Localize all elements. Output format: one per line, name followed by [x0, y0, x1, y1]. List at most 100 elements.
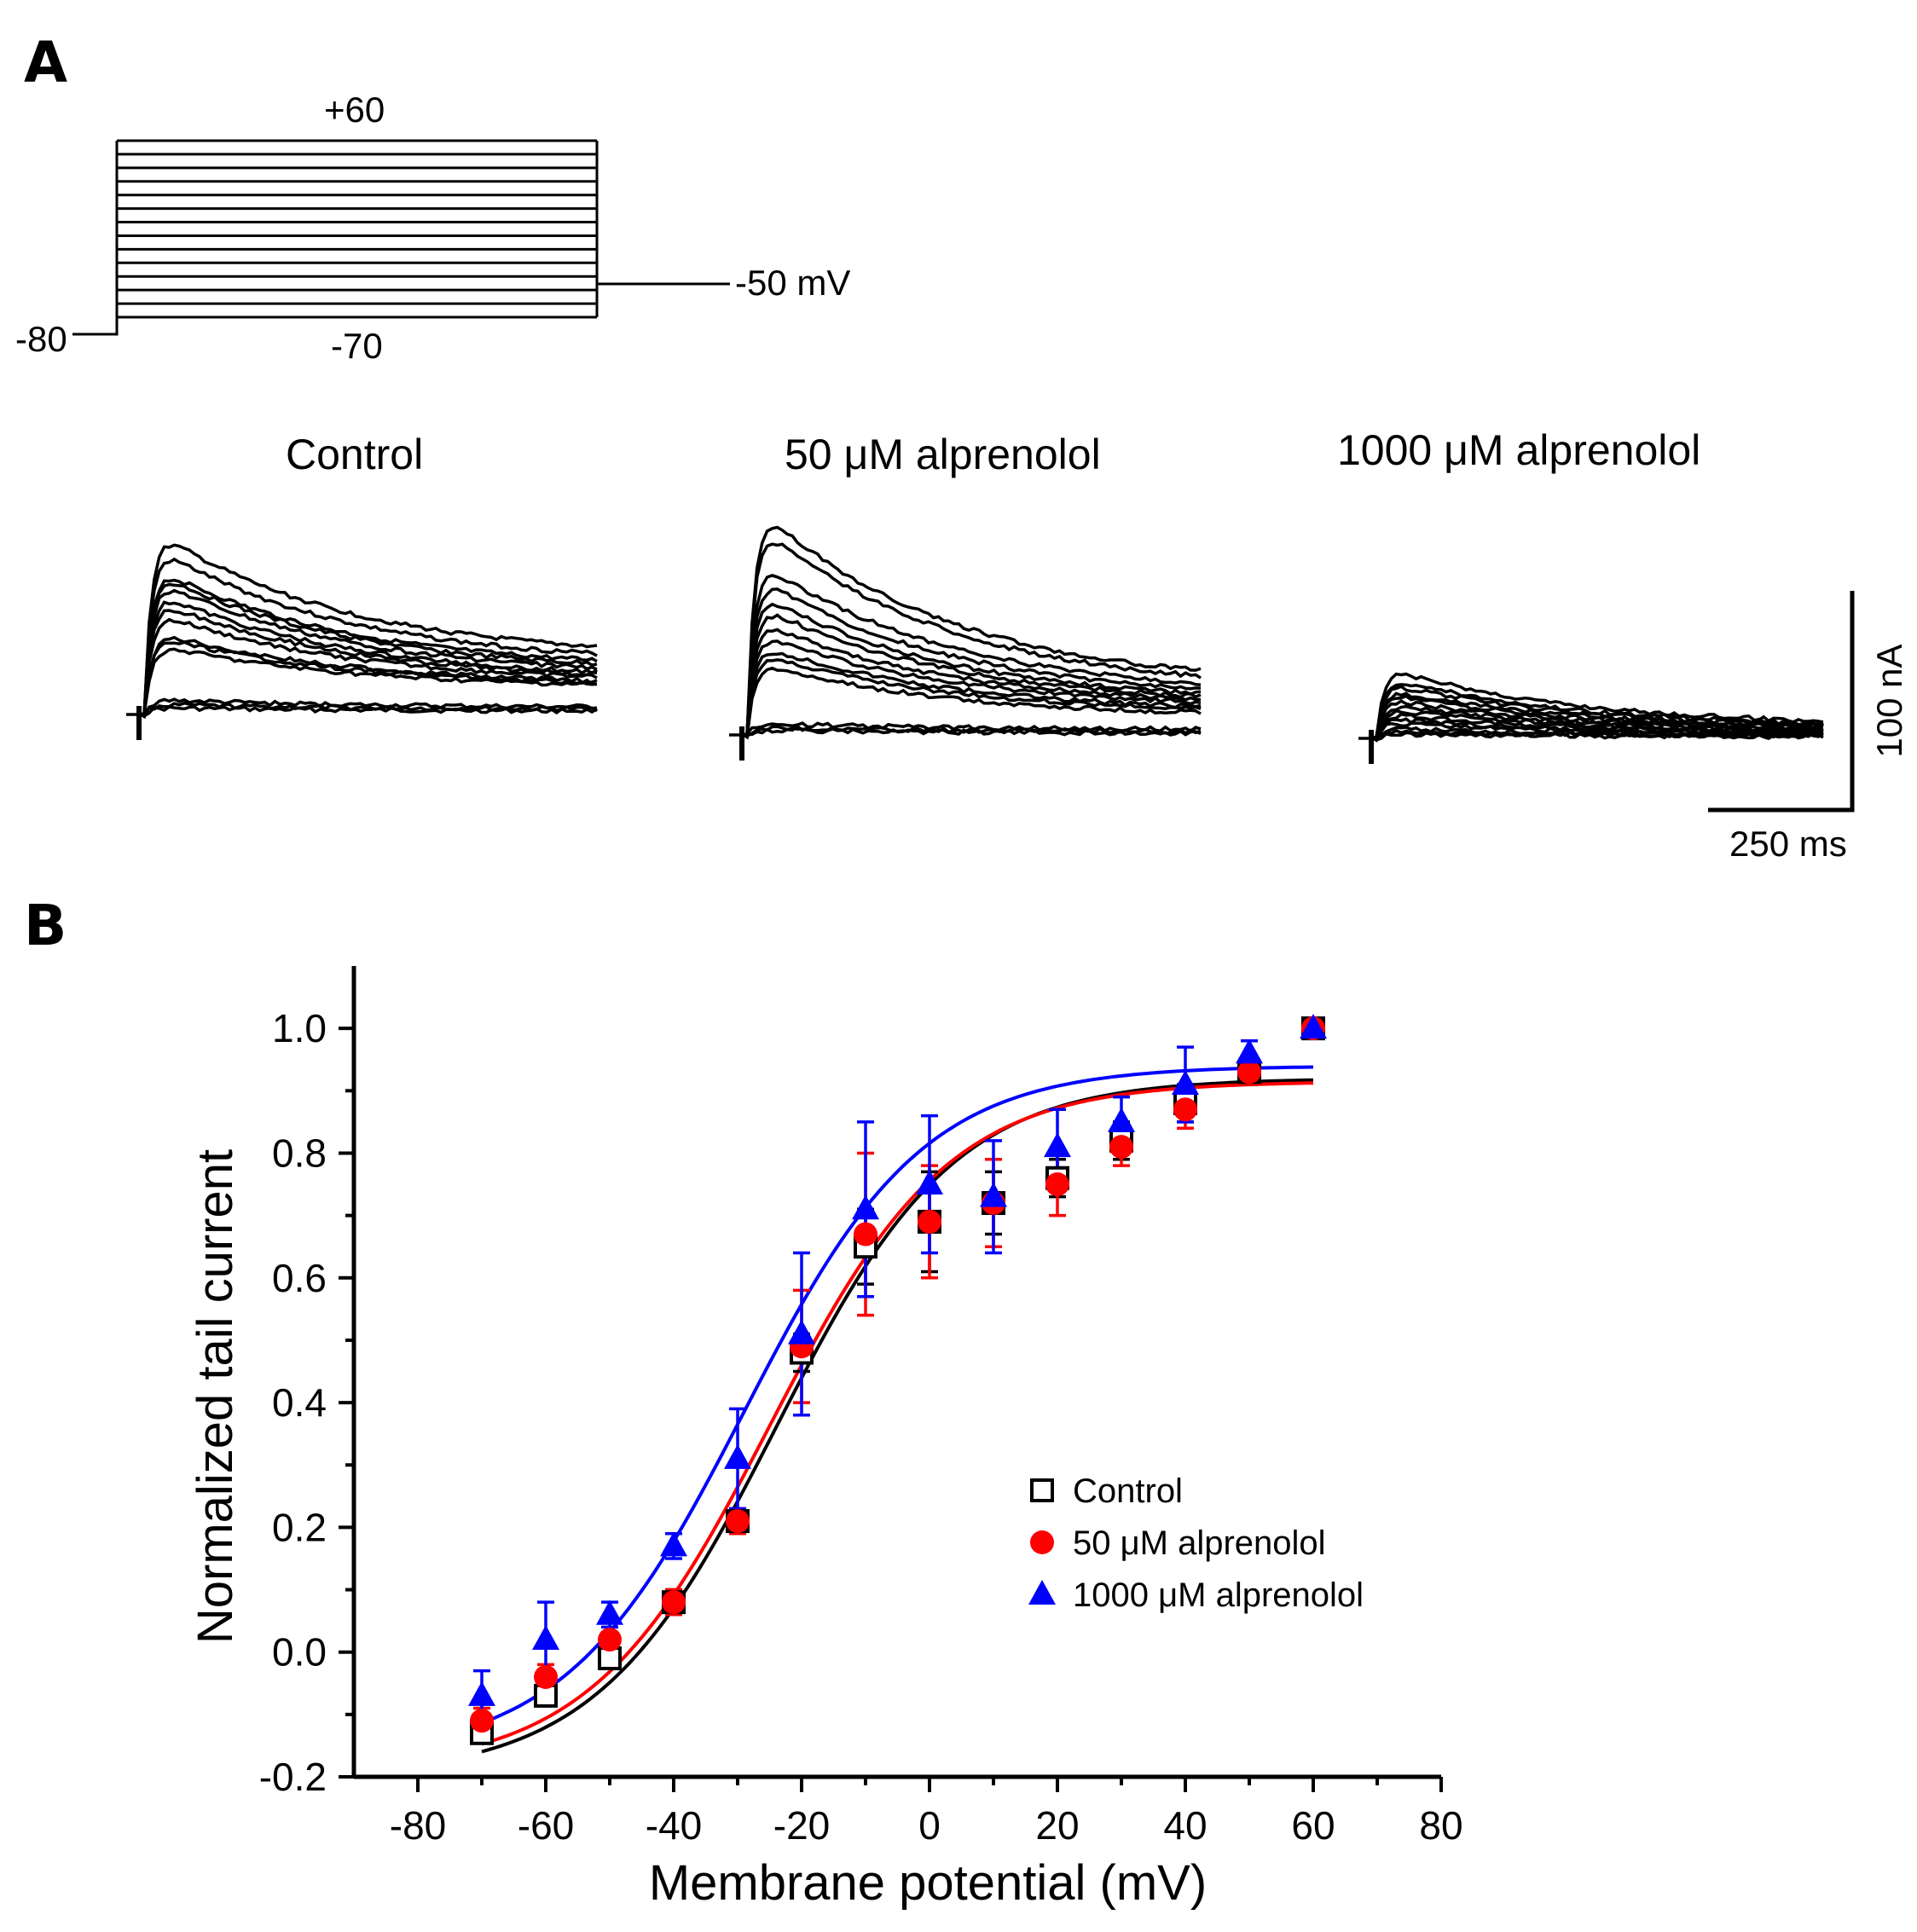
- current-trace: [743, 587, 1202, 737]
- current-trace: [140, 582, 598, 717]
- y-tick-label: 0.8: [272, 1131, 327, 1175]
- data-point: [724, 1443, 751, 1469]
- x-tick-label: -20: [773, 1803, 830, 1848]
- data-point: [854, 1222, 877, 1247]
- condition-label-50um: 50 μM alprenolol: [785, 431, 1101, 478]
- protocol-frame: [72, 141, 599, 336]
- data-point: [1108, 1107, 1135, 1132]
- current-trace: [743, 658, 1202, 739]
- legend-label: Control: [1073, 1472, 1183, 1510]
- current-trace: [743, 542, 1202, 740]
- current-trace: [1372, 672, 1824, 740]
- current-trace: [1372, 721, 1824, 742]
- x-tick-label: 20: [1035, 1803, 1079, 1848]
- data-point: [468, 1680, 495, 1706]
- condition-label-1000um: 1000 μM alprenolol: [1337, 426, 1700, 474]
- panel-b-letter: B: [24, 893, 67, 958]
- scale-bar-lines: [1708, 591, 1855, 813]
- data-point: [1300, 1014, 1327, 1039]
- x-axis-title: Membrane potential (mV): [649, 1855, 1207, 1911]
- legend-marker: [1030, 1478, 1054, 1502]
- current-trace: [743, 574, 1202, 737]
- data-point: [852, 1194, 879, 1220]
- current-trace: [743, 721, 1202, 737]
- data-point: [1045, 1172, 1069, 1197]
- y-tick-label: -0.2: [259, 1755, 327, 1799]
- data-point: [1109, 1135, 1133, 1160]
- panel-a: A +60 -70 -80 -50 mV Control 50 μM alpre…: [15, 30, 1909, 864]
- condition-label-control: Control: [286, 431, 423, 478]
- current-trace: [743, 639, 1202, 738]
- data-point: [660, 1531, 687, 1557]
- current-trace: [140, 609, 598, 716]
- data-point: [918, 1209, 941, 1234]
- data-point: [470, 1709, 494, 1733]
- data-point: [1237, 1060, 1261, 1085]
- voltage-protocol: +60 -70 -80 -50 mV: [15, 90, 850, 366]
- legend-label: 50 μM alprenolol: [1073, 1524, 1326, 1562]
- protocol-steps: [72, 139, 730, 336]
- current-traces-control: [126, 543, 598, 740]
- current-trace: [140, 705, 598, 718]
- error-bars: [473, 1039, 1258, 1741]
- legend: Control 50 μM alprenolol 1000 μM alprenolo…: [1028, 1472, 1364, 1614]
- data-point: [596, 1599, 623, 1625]
- x-tick-label: 0: [918, 1803, 941, 1848]
- current-trace: [140, 543, 598, 719]
- protocol-holding-label: -80: [15, 319, 67, 359]
- x-tick-label: 60: [1291, 1803, 1335, 1848]
- data-point: [534, 1664, 558, 1689]
- scale-bar-time-label: 250 ms: [1729, 824, 1847, 864]
- current-traces-1000um: [1358, 672, 1824, 764]
- legend-marker: [1030, 1530, 1054, 1554]
- x-tick-label: -60: [518, 1803, 574, 1848]
- data-point: [1236, 1038, 1263, 1064]
- fit-curve: [481, 1078, 1314, 1754]
- protocol-top-label: +60: [324, 90, 385, 130]
- x-tick-label: 40: [1163, 1803, 1207, 1848]
- chart-axes: -80 -60 -40 -20 0 20 40 60 80 -0.2 0.0 0.2 0.4 0.6 0.8…: [259, 966, 1463, 1848]
- panel-b: B -80 -60 -40 -20 0 20 40 60 80 -0.2 0.0 0.2 0.4 0.6 0…: [24, 893, 1463, 1911]
- current-trace: [743, 726, 1202, 737]
- current-trace: [743, 666, 1202, 740]
- y-axis-title: Normalized tail current: [188, 1149, 243, 1644]
- current-trace: [743, 628, 1202, 737]
- current-trace: [140, 701, 598, 719]
- data-point: [788, 1319, 815, 1345]
- protocol-bottom-label: -70: [331, 326, 383, 366]
- data-point: [726, 1509, 750, 1534]
- current-trace: [140, 557, 598, 718]
- data-point: [662, 1590, 686, 1615]
- y-tick-label: 0.2: [272, 1505, 327, 1549]
- panel-a-letter: A: [24, 30, 67, 95]
- data-point: [598, 1628, 622, 1652]
- x-tick-label: -80: [390, 1803, 446, 1848]
- current-trace: [140, 647, 598, 716]
- y-tick-label: 0.0: [272, 1630, 327, 1675]
- protocol-tail-label: -50 mV: [735, 263, 850, 303]
- current-traces-50um: [729, 525, 1202, 761]
- current-trace: [1372, 685, 1824, 743]
- chart: -80 -60 -40 -20 0 20 40 60 80 -0.2 0.0 0.2 0.4 0.6 0.8…: [188, 966, 1463, 1911]
- current-trace: [743, 525, 1202, 738]
- legend-marker: [1028, 1580, 1056, 1605]
- data-point: [916, 1170, 943, 1195]
- data-point: [532, 1625, 559, 1651]
- current-trace: [140, 617, 598, 716]
- data-markers: [468, 1014, 1327, 1745]
- fit-curve: [481, 1065, 1314, 1725]
- y-tick-label: 1.0: [272, 1006, 327, 1050]
- current-trace: [140, 600, 598, 719]
- current-trace: [743, 651, 1202, 737]
- scale-bar-current-label: 100 nA: [1869, 644, 1909, 757]
- data-point: [1173, 1097, 1197, 1122]
- scale-bar: 100 nA 250 ms: [1708, 591, 1909, 864]
- current-trace: [743, 602, 1202, 737]
- current-trace: [140, 588, 598, 719]
- x-tick-label: 80: [1419, 1803, 1462, 1848]
- y-tick-label: 0.4: [272, 1380, 327, 1425]
- legend-label: 1000 μM alprenolol: [1073, 1576, 1364, 1614]
- y-tick-label: 0.6: [272, 1256, 327, 1300]
- data-point: [1044, 1132, 1071, 1158]
